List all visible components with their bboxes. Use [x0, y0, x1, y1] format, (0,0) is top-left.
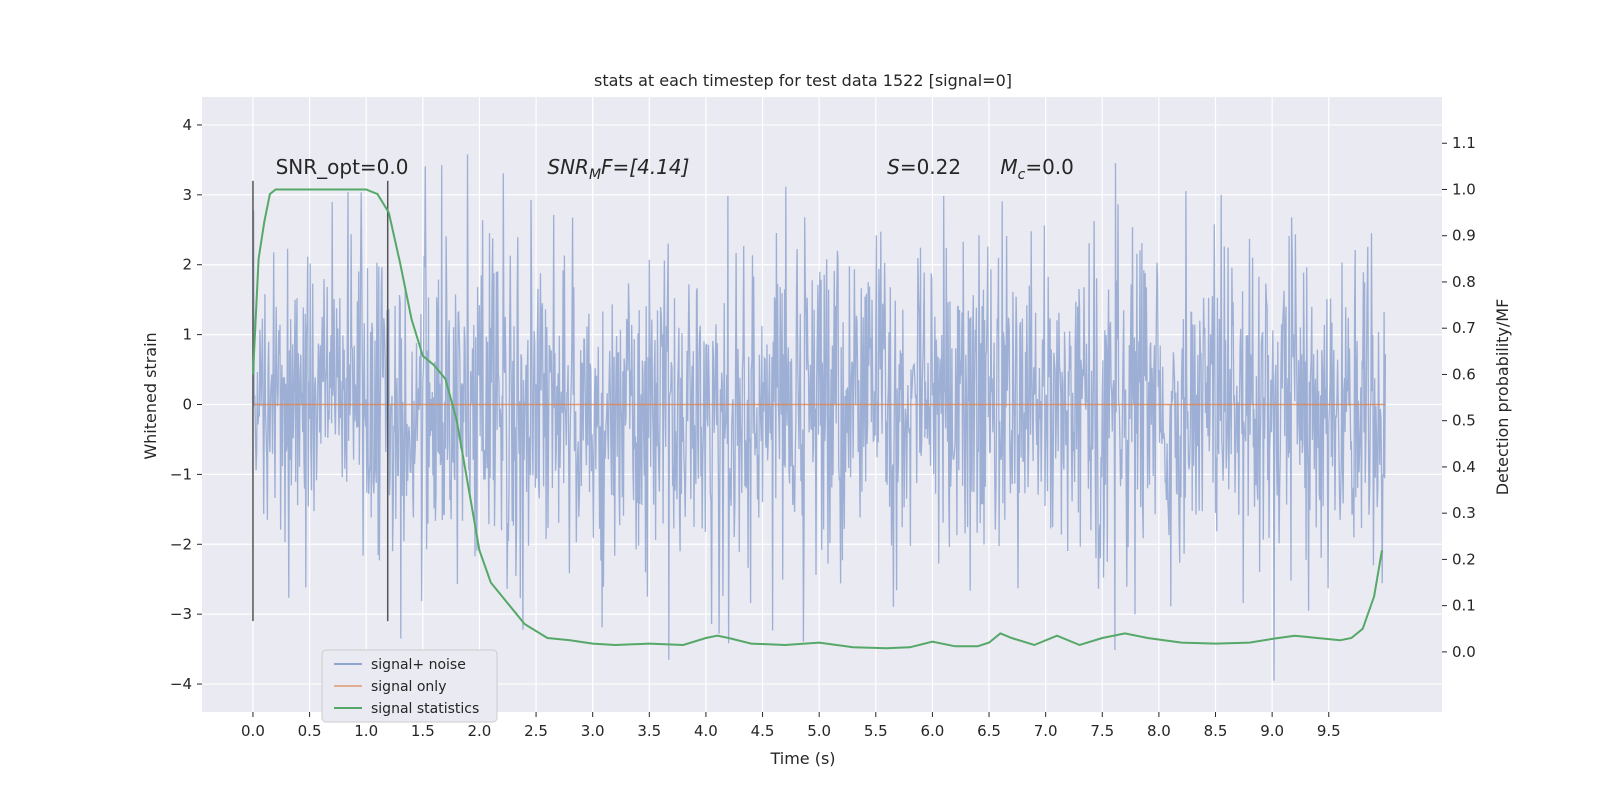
- y-tick-label: 3: [182, 186, 192, 204]
- y2-tick-label: 0.6: [1452, 365, 1476, 383]
- y2-tick-label: 0.8: [1452, 273, 1476, 291]
- x-tick-label: 1.0: [354, 722, 378, 740]
- annotation: SNR_opt=0.0: [276, 155, 409, 179]
- chart-title: stats at each timestep for test data 152…: [594, 71, 1012, 90]
- y-tick-label: −1: [170, 465, 192, 483]
- x-tick-label: 0.0: [241, 722, 265, 740]
- y2-tick-label: 0.2: [1452, 550, 1476, 568]
- y2-tick-label: 0.9: [1452, 227, 1476, 245]
- x-tick-label: 3.0: [581, 722, 605, 740]
- annotation: Mc=0.0: [1000, 155, 1074, 183]
- y2-tick-label: 0.0: [1452, 643, 1476, 661]
- series-signal-noise: [252, 154, 1387, 681]
- legend-label-signal-noise: signal+ noise: [371, 657, 466, 673]
- signal-noise-line: [252, 154, 1387, 681]
- x-tick-label: 7.0: [1034, 722, 1058, 740]
- annotation: SNRMF=[4.14]: [547, 155, 689, 183]
- x-tick-label: 8.0: [1147, 722, 1171, 740]
- y-axis-label: Whitened strain: [141, 332, 160, 459]
- y-tick-label: 4: [182, 116, 192, 134]
- y-tick-label: −3: [170, 605, 192, 623]
- y-tick-label: 1: [182, 326, 192, 344]
- x-tick-label: 7.5: [1090, 722, 1114, 740]
- x-tick-label: 4.0: [694, 722, 718, 740]
- y2-axis-label: Detection probability/MF: [1493, 299, 1512, 496]
- y-tick-label: −2: [170, 535, 192, 553]
- x-tick-label: 6.0: [920, 722, 944, 740]
- x-tick-label: 8.5: [1204, 722, 1228, 740]
- legend: signal+ noise signal only signal statist…: [321, 649, 498, 723]
- x-tick-label: 6.5: [977, 722, 1001, 740]
- y2-tick-label: 0.3: [1452, 504, 1476, 522]
- legend-box: [321, 649, 498, 723]
- legend-label-signal-statistics: signal statistics: [371, 701, 479, 717]
- y2-tick-label: 0.7: [1452, 319, 1476, 337]
- y-tick-label: 0: [182, 396, 192, 414]
- x-tick-label: 5.0: [807, 722, 831, 740]
- x-tick-label: 9.5: [1317, 722, 1341, 740]
- legend-label-signal-only: signal only: [371, 679, 446, 695]
- x-tick-label: 9.0: [1260, 722, 1284, 740]
- y2-tick-label: 0.5: [1452, 412, 1476, 430]
- x-axis-label: Time (s): [769, 749, 835, 768]
- y-tick-label: −4: [170, 675, 192, 693]
- y2-tick-label: 0.4: [1452, 458, 1476, 476]
- x-tick-label: 3.5: [637, 722, 661, 740]
- y-tick-label: 2: [182, 256, 192, 274]
- annotation: S=0.22: [887, 155, 961, 179]
- x-tick-label: 2.0: [468, 722, 492, 740]
- y2-tick-label: 1.1: [1452, 134, 1476, 152]
- x-tick-label: 4.5: [751, 722, 775, 740]
- series-lines: [252, 180, 1386, 650]
- y2-tick-label: 1.0: [1452, 180, 1476, 198]
- x-tick-label: 0.5: [298, 722, 322, 740]
- x-tick-label: 5.5: [864, 722, 888, 740]
- tick-labels: 0.0 0.5 1.0 1.5 2.0 2.5 3.0 3.5 4.0 4.5 5.0 5.5 6.0 6…: [170, 116, 1476, 740]
- y2-tick-label: 0.1: [1452, 597, 1476, 615]
- x-tick-label: 2.5: [524, 722, 548, 740]
- x-tick-label: 1.5: [411, 722, 435, 740]
- annotations: SNR_opt=0.0 SNRMF=[4.14] S=0.22 Mc=0.0: [276, 155, 1074, 183]
- signal-statistics-line: [252, 188, 1383, 650]
